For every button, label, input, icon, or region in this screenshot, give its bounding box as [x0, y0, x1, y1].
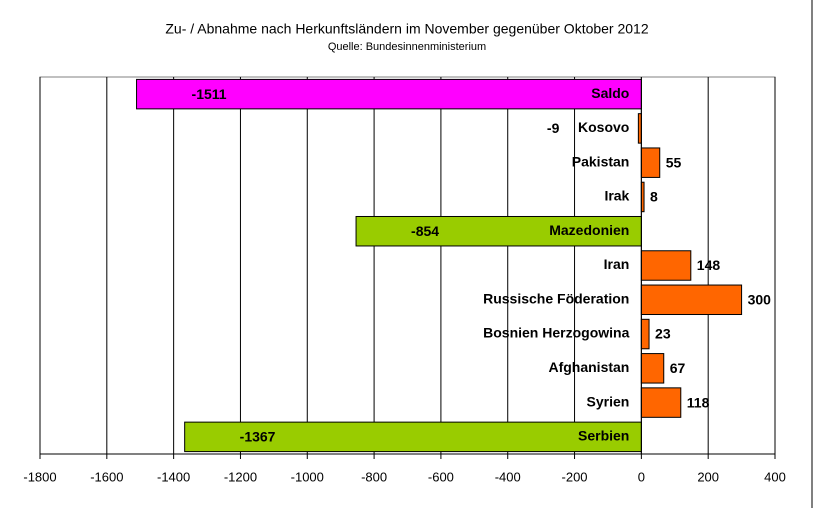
x-tick-label: -800: [361, 469, 387, 484]
value-label: 300: [748, 291, 772, 307]
x-tick-label: 200: [697, 469, 719, 484]
x-tick-label: 0: [638, 469, 645, 484]
category-label: Afghanistan: [548, 359, 629, 375]
category-label: Pakistan: [572, 153, 630, 169]
value-label: 118: [687, 394, 710, 410]
x-tick-label: -1800: [23, 469, 56, 484]
category-label: Iran: [604, 256, 630, 272]
bar: [640, 387, 682, 418]
chart-title: Zu- / Abnahme nach Herkunftsländern im N…: [165, 21, 648, 37]
bar: [640, 318, 650, 350]
bar: [640, 147, 661, 178]
category-label: Syrien: [587, 393, 630, 409]
bar: [136, 78, 642, 110]
bar: [640, 353, 665, 384]
value-label: -9: [547, 120, 560, 136]
value-label: 55: [666, 154, 682, 170]
x-tick-label: 400: [764, 469, 786, 484]
value-label: 67: [670, 360, 686, 376]
value-label: 8: [650, 189, 658, 205]
chart-subtitle: Quelle: Bundesinnenministerium: [328, 41, 486, 53]
value-label: 148: [697, 257, 721, 273]
x-tick-label: -1600: [90, 469, 123, 484]
bar: [640, 284, 743, 316]
x-tick-label: -1400: [157, 469, 190, 484]
category-label: Kosovo: [578, 119, 629, 135]
category-label: Bosnien Herzogowina: [483, 325, 629, 341]
bar: [355, 215, 642, 247]
category-label: Saldo: [591, 85, 629, 101]
category-label: Serbien: [578, 428, 629, 444]
category-label: Irak: [604, 188, 629, 204]
category-label: Russische Föderation: [483, 290, 629, 306]
x-tick-label: -200: [562, 469, 588, 484]
x-tick-label: -1000: [291, 469, 324, 484]
x-tick-label: -600: [428, 469, 454, 484]
value-label: -1367: [240, 429, 276, 445]
value-label: 23: [655, 326, 671, 342]
x-tick-label: -400: [495, 469, 521, 484]
value-label: -854: [411, 223, 439, 239]
category-label: Mazedonien: [549, 222, 629, 238]
bar: [640, 250, 692, 281]
value-label: -1511: [192, 86, 227, 102]
bar: [184, 421, 642, 453]
x-tick-label: -1200: [224, 469, 257, 484]
